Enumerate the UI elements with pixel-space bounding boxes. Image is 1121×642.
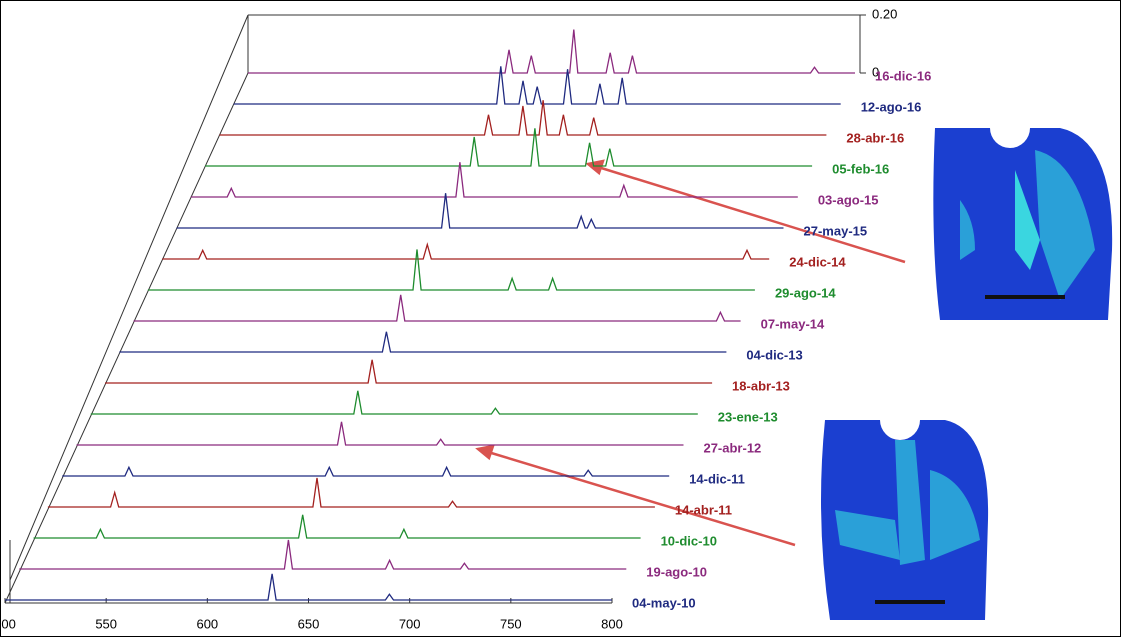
arrow [597, 165, 906, 264]
series-label: 14-dic-11 [689, 471, 745, 486]
series-label: 12-ago-16 [861, 99, 922, 114]
x-tick-label: 800 [601, 616, 623, 631]
spectrum-line [233, 66, 841, 105]
spectrum-line [205, 128, 813, 167]
arrow [487, 450, 796, 547]
spectrum-line [133, 294, 741, 322]
spectrum-line [119, 331, 727, 353]
spectrum-line [105, 359, 713, 384]
x-tick-label: 550 [95, 616, 117, 631]
series-label: 23-ene-13 [718, 409, 778, 424]
x-tick-label: 750 [500, 616, 522, 631]
x-tick-label: 700 [399, 616, 421, 631]
arrow-head [585, 159, 605, 176]
spectrum-line [190, 162, 798, 198]
series-label: 03-ago-15 [818, 192, 879, 207]
series-label: 16-dic-16 [875, 68, 931, 83]
spectrum-line [219, 100, 827, 136]
spectrum-line [176, 193, 784, 229]
series-label: 27-abr-12 [703, 440, 761, 455]
series-label: 05-feb-16 [832, 161, 889, 176]
x-tick-label: 650 [298, 616, 320, 631]
spectrum-line [62, 465, 670, 477]
spectrum-line [162, 242, 770, 260]
spectrum-line [147, 249, 755, 291]
side-edge [9, 14, 249, 581]
series-label: 29-ago-14 [775, 285, 836, 300]
arrows [475, 159, 906, 547]
series-label: 10-dic-10 [661, 533, 717, 548]
series-label: 19-ago-10 [646, 564, 707, 579]
series-label: 14-abr-11 [675, 502, 732, 517]
spectrum-line [248, 29, 855, 74]
series-label: 27-may-15 [804, 223, 868, 238]
spectrum-line [5, 573, 612, 601]
spectrum-line [76, 421, 684, 446]
spectrum-line [33, 514, 641, 539]
arrow-head [475, 444, 495, 461]
series-label: 04-dic-13 [746, 347, 802, 362]
y-tick-label: 0.20 [872, 6, 897, 21]
y-tick-label: 0 [872, 64, 879, 79]
series-label: 04-may-10 [632, 595, 696, 610]
x-tick-label: 500 [0, 616, 16, 631]
series-label: 18-abr-13 [732, 378, 790, 393]
spectrum-line [47, 477, 655, 508]
series-label: 28-abr-16 [846, 130, 904, 145]
spectrum-line [90, 390, 698, 415]
x-tick-label: 600 [196, 616, 218, 631]
series-label: 07-may-14 [761, 316, 825, 331]
floor-edge [4, 72, 249, 604]
fem-image-top [933, 128, 1113, 320]
spectrum-line [19, 539, 627, 570]
series-label: 24-dic-14 [789, 254, 846, 269]
fem-image-bottom [821, 420, 989, 620]
